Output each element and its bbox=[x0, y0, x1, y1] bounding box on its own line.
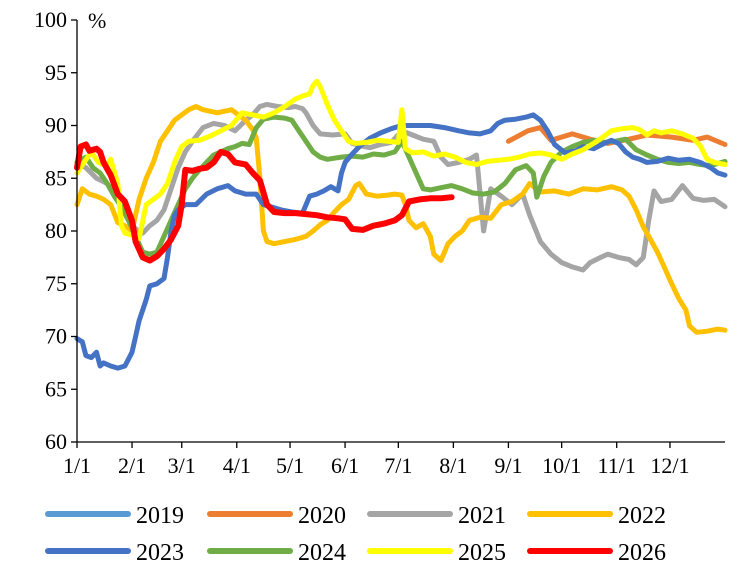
legend-label-2020: 2020 bbox=[298, 503, 346, 529]
x-tick-label: 6/1 bbox=[331, 453, 359, 478]
x-tick-label: 7/1 bbox=[384, 453, 412, 478]
legend-label-2019: 2019 bbox=[136, 503, 184, 529]
series-line-2023 bbox=[74, 112, 728, 371]
y-tick-label: 90 bbox=[45, 113, 67, 138]
legend-label-2026: 2026 bbox=[618, 540, 666, 566]
legend-label-2022: 2022 bbox=[618, 503, 666, 529]
x-tick-label: 8/1 bbox=[439, 453, 467, 478]
series-line-2026 bbox=[74, 141, 455, 264]
y-unit-label: % bbox=[88, 8, 106, 33]
y-tick-label: 80 bbox=[45, 218, 67, 243]
x-ticks: 1/1 2/1 3/1 4/1 5/1 6/1 7/1 8/1 9/1 10/1 11/1 12/1 bbox=[63, 442, 690, 478]
y-tick-label: 60 bbox=[45, 429, 67, 454]
series-layer bbox=[74, 78, 728, 371]
y-tick-label: 100 bbox=[34, 7, 67, 32]
x-tick-label: 11/1 bbox=[598, 453, 636, 478]
x-tick-label: 9/1 bbox=[494, 453, 522, 478]
legend: 2019 2020 2021 2022 2023 2024 2025 2026 bbox=[45, 503, 666, 566]
x-tick-label: 12/1 bbox=[650, 453, 689, 478]
x-tick-label: 4/1 bbox=[223, 453, 251, 478]
y-ticks: 60 65 70 75 80 85 90 95 100 bbox=[34, 7, 77, 454]
x-tick-label: 3/1 bbox=[168, 453, 196, 478]
legend-label-2023: 2023 bbox=[136, 540, 184, 566]
y-tick-label: 95 bbox=[45, 60, 67, 85]
x-tick-label: 10/1 bbox=[542, 453, 581, 478]
legend-label-2025: 2025 bbox=[458, 540, 506, 566]
x-tick-label: 2/1 bbox=[118, 453, 146, 478]
x-tick-label: 1/1 bbox=[63, 453, 91, 478]
series-line-2025 bbox=[74, 78, 728, 241]
y-tick-label: 85 bbox=[45, 165, 67, 190]
y-tick-label: 75 bbox=[45, 271, 67, 296]
x-tick-label: 5/1 bbox=[276, 453, 304, 478]
series-line-2022 bbox=[74, 104, 728, 335]
legend-label-2021: 2021 bbox=[458, 503, 506, 529]
axes: 60 65 70 75 80 85 90 95 100 1/1 2/1 3/1 4/1 5/1 6/1 7/… bbox=[34, 7, 725, 478]
legend-label-2024: 2024 bbox=[298, 540, 346, 566]
y-tick-label: 65 bbox=[45, 376, 67, 401]
y-tick-label: 70 bbox=[45, 324, 67, 349]
